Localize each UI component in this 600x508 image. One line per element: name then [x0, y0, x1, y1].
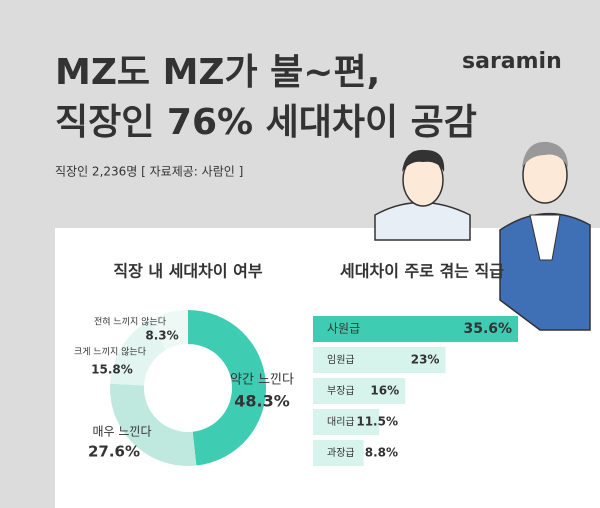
donut-slice — [110, 320, 167, 386]
bar-value: 11.5% — [356, 415, 398, 429]
bar-value: 8.8% — [365, 446, 398, 460]
donut-slice — [110, 383, 197, 466]
title-line: MZ도 MZ가 불~편, — [55, 52, 380, 93]
slice-value: 8.3% — [145, 329, 178, 343]
chart-title: 세대차이 주로 겪는 직급 — [340, 262, 504, 281]
bar — [313, 378, 406, 404]
logo: saramin — [462, 49, 562, 74]
slice-label: 전혀 느끼지 않는다 — [94, 317, 167, 328]
bar-category: 과장급 — [327, 447, 355, 459]
slice-label: 약간 느낀다 — [230, 373, 294, 388]
subtitle: 직장인 2,236명 [ 자료제공: 사람인 ] — [55, 165, 243, 179]
slice-value: 15.8% — [91, 363, 133, 377]
bar-category: 사원급 — [327, 322, 360, 336]
bar-category: 대리급 — [327, 416, 355, 428]
slice-value: 48.3% — [234, 392, 290, 411]
title-line: 직장인 76% 세대차이 공감 — [55, 102, 477, 143]
bar-value: 16% — [370, 384, 399, 398]
slice-label: 크게 느끼지 않는다 — [74, 347, 147, 358]
slice-value: 27.6% — [88, 443, 140, 461]
slice-label: 매우 느낀다 — [92, 425, 151, 439]
donut-slice — [188, 310, 267, 466]
bar — [313, 440, 364, 466]
bar — [313, 316, 519, 342]
bar-value: 35.6% — [463, 321, 512, 337]
illustration — [374, 141, 591, 331]
bar — [313, 347, 446, 373]
donut-slice — [149, 310, 188, 350]
bar-category: 부장급 — [327, 385, 355, 397]
bar-value: 23% — [411, 353, 440, 367]
chart-title: 직장 내 세대차이 여부 — [113, 262, 262, 281]
bar-category: 임원급 — [327, 353, 355, 366]
bar — [313, 409, 380, 435]
